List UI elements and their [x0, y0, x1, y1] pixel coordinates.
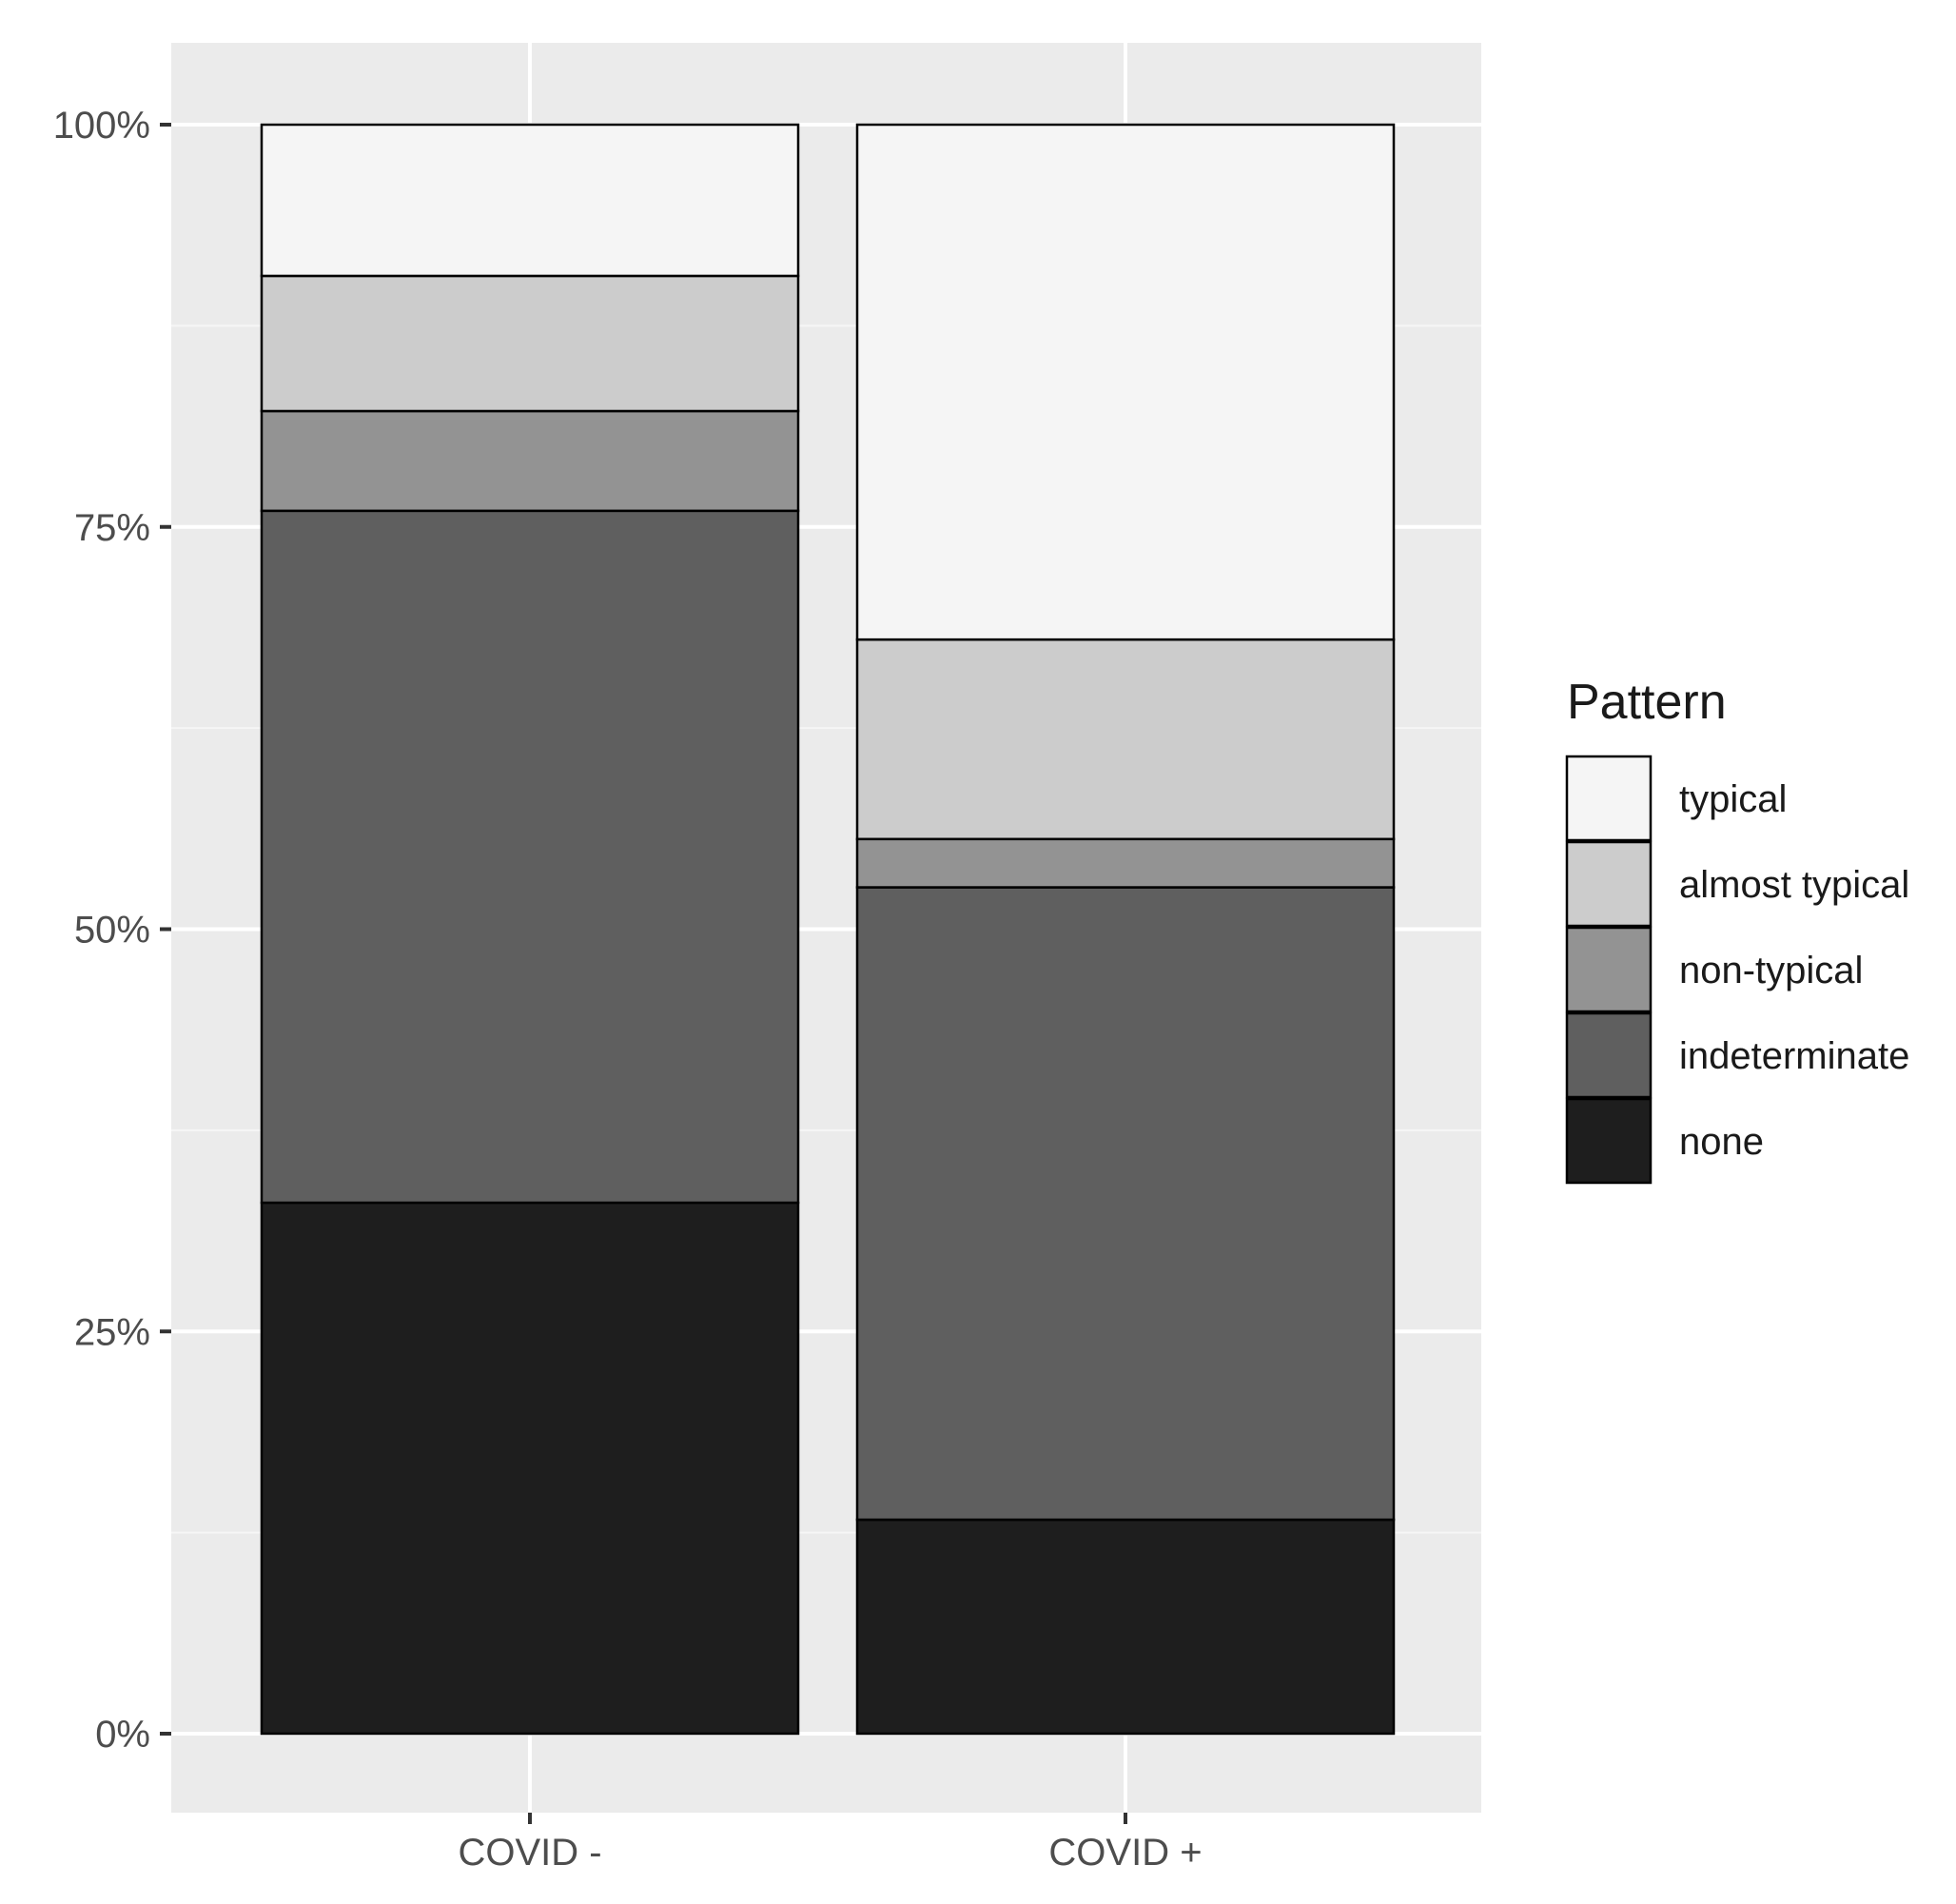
bar-segment-typical — [260, 123, 800, 278]
bar-segment-almost-typical — [260, 274, 800, 413]
legend-key-indeterminate — [1565, 1011, 1653, 1099]
bars-layer — [260, 123, 1396, 1736]
x-axis: COVID - COVID + — [458, 1813, 1203, 1874]
y-axis: 0% 25% 50% 75% 100% — [53, 105, 171, 1756]
legend-title: Pattern — [1567, 675, 1727, 730]
y-tick-label: 50% — [74, 910, 150, 952]
legend-key-almost-typical — [1565, 840, 1653, 928]
y-tick-label: 75% — [74, 507, 150, 549]
x-tick-label: COVID - — [458, 1832, 601, 1874]
legend-label: indeterminate — [1679, 1035, 1909, 1077]
legend-label: non-typical — [1679, 950, 1863, 991]
bar-segment-indeterminate — [855, 886, 1396, 1521]
bar-segment-non-typical — [855, 837, 1396, 889]
legend-label: almost typical — [1679, 864, 1909, 906]
y-tick-label: 0% — [95, 1714, 150, 1756]
legend-label: typical — [1679, 778, 1787, 820]
bar-segment-typical — [855, 123, 1396, 641]
bar-segment-indeterminate — [260, 509, 800, 1205]
bar-segment-none — [260, 1201, 800, 1736]
bar-segment-almost-typical — [855, 638, 1396, 841]
legend: Pattern typical almost typical non-typical… — [1565, 675, 1909, 1185]
legend-key-none — [1565, 1097, 1653, 1185]
legend-key-non-typical — [1565, 926, 1653, 1013]
legend-label: none — [1679, 1121, 1764, 1163]
bar-segment-non-typical — [260, 409, 800, 513]
legend-key-typical — [1565, 755, 1653, 842]
y-tick-label: 100% — [53, 105, 150, 147]
y-tick-label: 25% — [74, 1311, 150, 1353]
bar-segment-none — [855, 1518, 1396, 1736]
x-tick-label: COVID + — [1048, 1832, 1202, 1874]
